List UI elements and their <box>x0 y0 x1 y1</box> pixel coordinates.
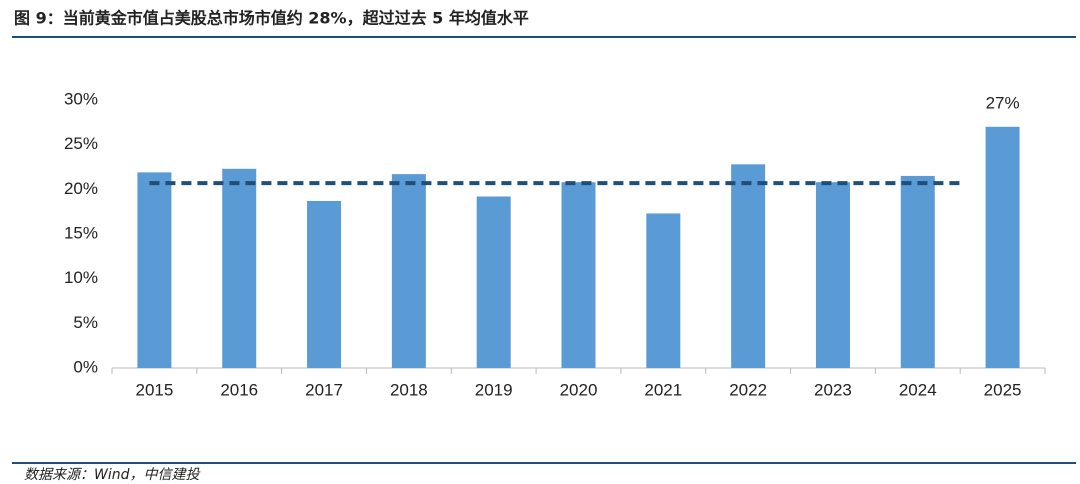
x-tick-label: 2020 <box>560 380 598 399</box>
bar <box>561 182 596 368</box>
bar <box>731 164 766 368</box>
y-tick-label: 30% <box>64 89 98 108</box>
x-tick-label: 2023 <box>814 380 852 399</box>
y-tick-label: 0% <box>73 357 98 376</box>
chart-title: 图 9：当前黄金市值占美股总市场市值约 28%，超过过去 5 年均值水平 <box>14 9 529 28</box>
bar <box>815 182 850 368</box>
y-tick-label: 10% <box>64 268 98 287</box>
source-note: 数据来源：Wind，中信建投 <box>24 467 201 483</box>
y-tick-label: 20% <box>64 179 98 198</box>
bar <box>476 196 511 368</box>
x-tick-label: 2022 <box>729 380 767 399</box>
bar <box>646 213 681 368</box>
bar <box>391 174 426 368</box>
bar <box>137 172 172 368</box>
x-tick-label: 2025 <box>984 380 1022 399</box>
bar <box>985 126 1020 368</box>
y-tick-label: 15% <box>64 223 98 242</box>
y-tick-label: 5% <box>73 313 98 332</box>
x-tick-label: 2016 <box>220 380 258 399</box>
x-tick-label: 2019 <box>475 380 513 399</box>
y-tick-label: 25% <box>64 134 98 153</box>
value-label: 27% <box>986 93 1020 112</box>
bar <box>900 175 935 368</box>
x-tick-label: 2021 <box>644 380 682 399</box>
x-tick-label: 2015 <box>135 380 173 399</box>
x-tick-label: 2017 <box>305 380 343 399</box>
bar <box>307 200 342 368</box>
x-tick-label: 2018 <box>390 380 428 399</box>
x-tick-label: 2024 <box>899 380 937 399</box>
bar <box>222 168 257 368</box>
